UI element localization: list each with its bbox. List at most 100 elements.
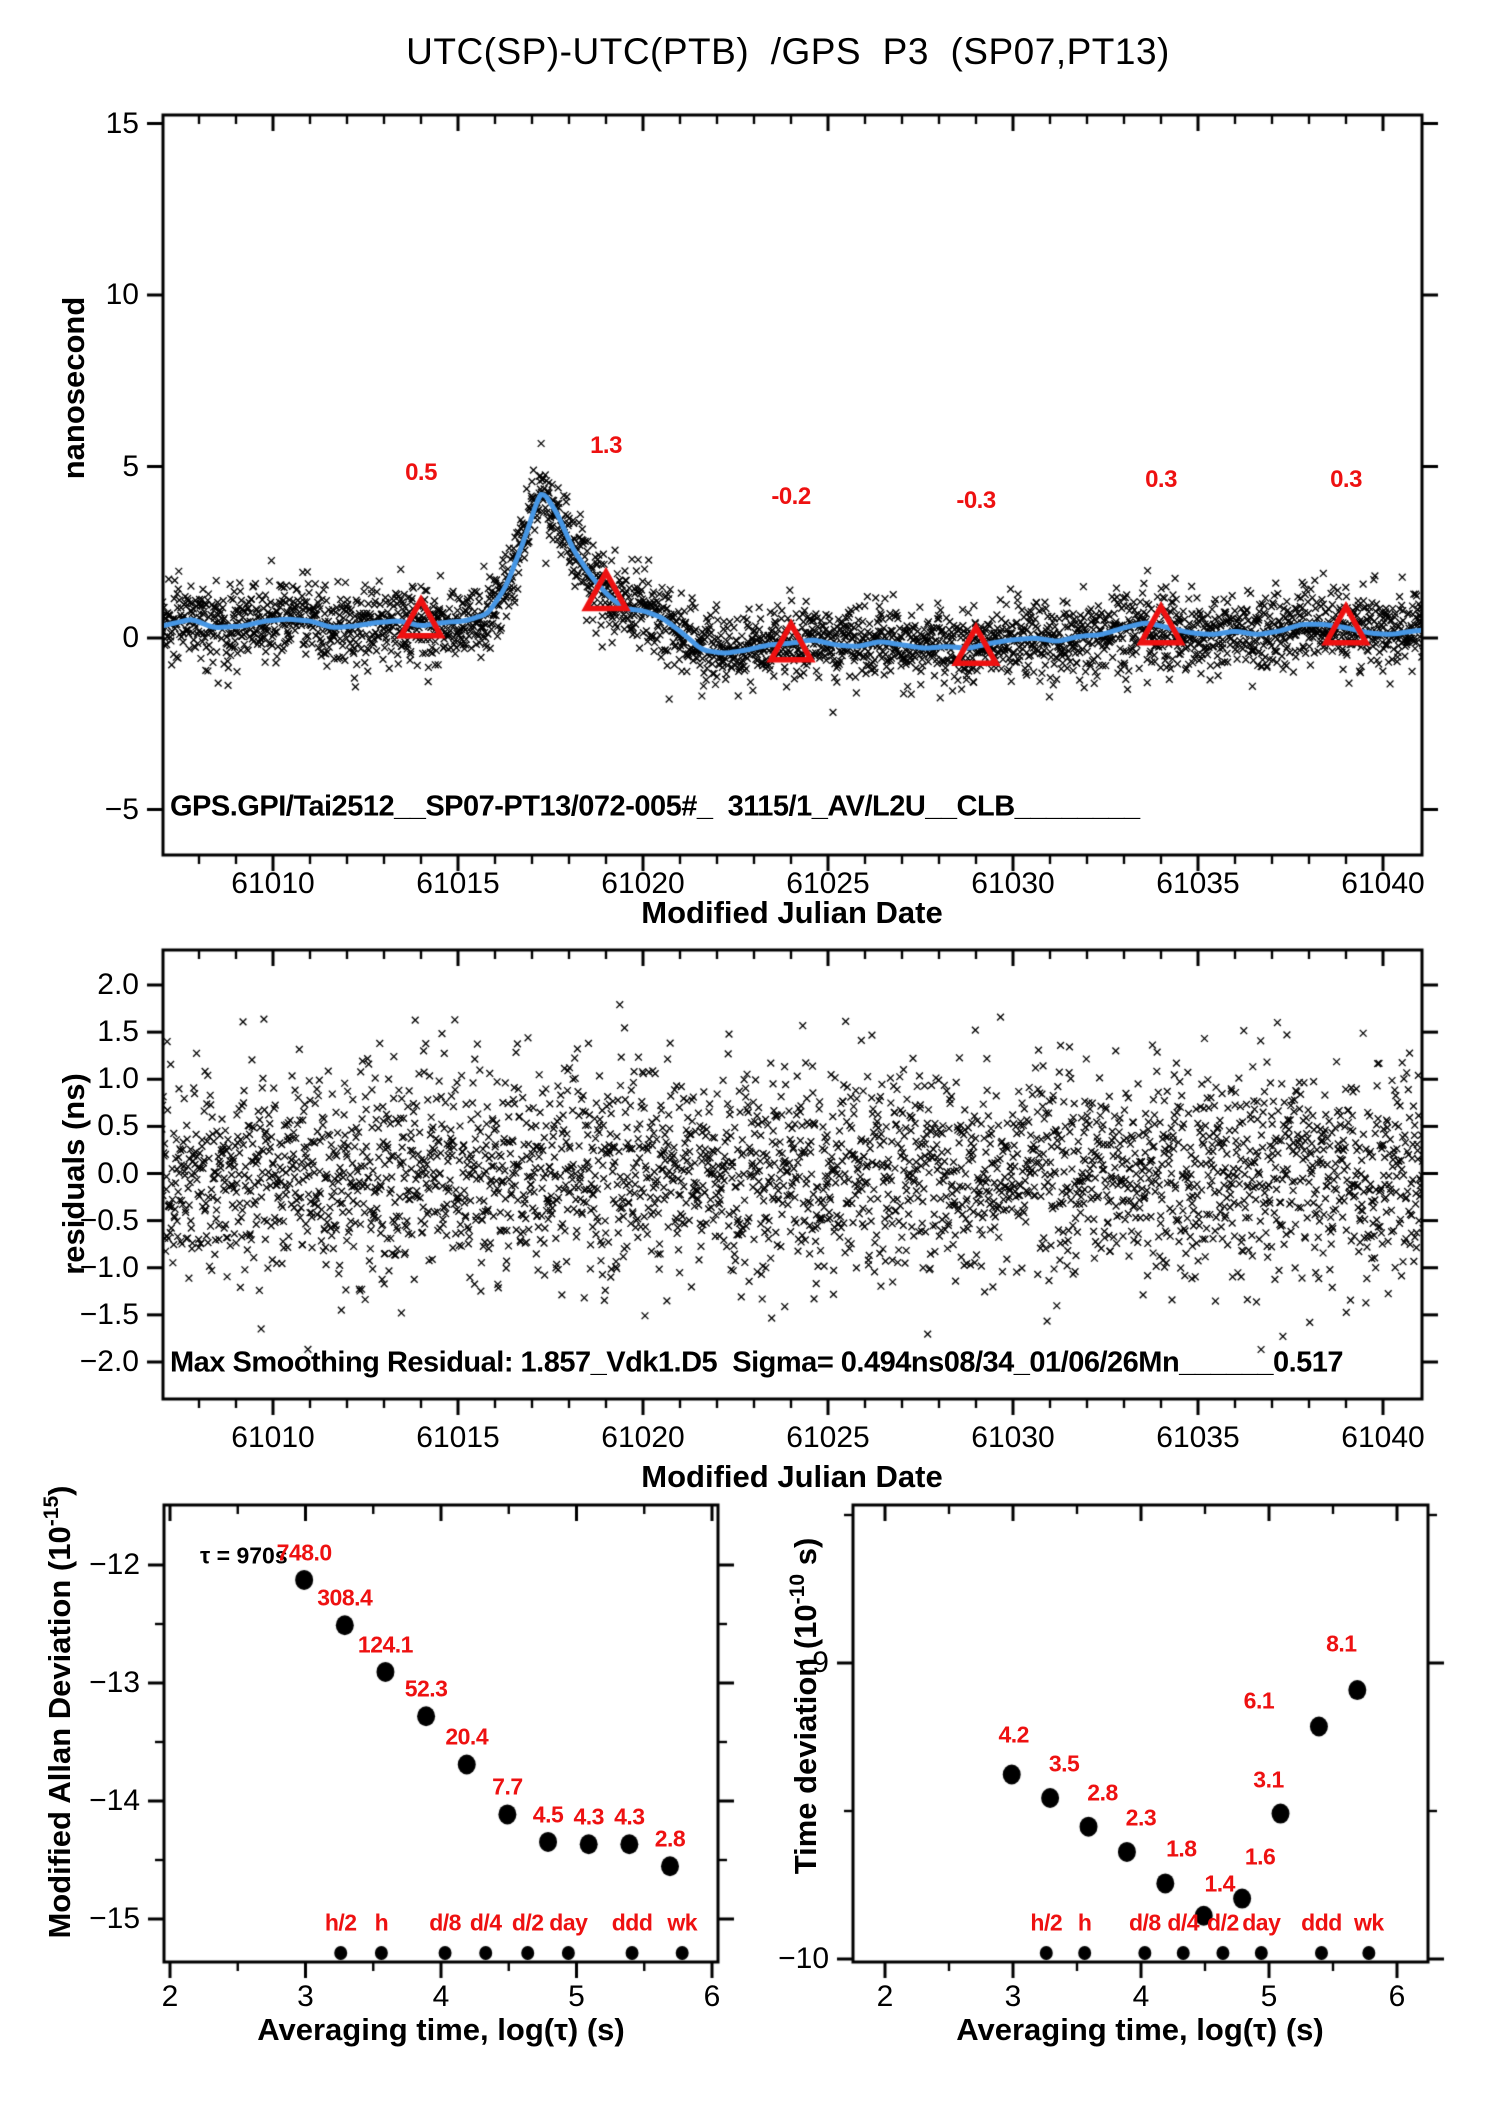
- time-scale-label: d/8: [429, 1909, 461, 1936]
- time-scale-label: wk: [1353, 1909, 1384, 1936]
- time-scale-label: d/4: [469, 1909, 502, 1936]
- tdev-value-label: 4.2: [998, 1721, 1029, 1748]
- residuals-x-tick-label: 61010: [231, 1421, 315, 1454]
- time-scale-label: d/4: [1167, 1909, 1200, 1936]
- residuals-x-tick-label: 61030: [971, 1421, 1055, 1454]
- top-y-tick-label: 0: [122, 621, 139, 654]
- residuals-x-axis-title: Modified Julian Date: [641, 1459, 943, 1494]
- tdev-y-tick-label: −9: [794, 1646, 829, 1679]
- mdev-value-label: 52.3: [404, 1675, 448, 1702]
- tdev-x-tick-label: 4: [1132, 1980, 1150, 2013]
- mdev-value-label: 124.1: [357, 1631, 414, 1658]
- top-y-tick-label: 5: [122, 449, 139, 483]
- mdev-y-axis-title: Modified Allan Deviation (10-15): [40, 1485, 78, 1939]
- residuals-panel-annotation: Max Smoothing Residual: 1.857_Vdk1.D5 Si…: [170, 1346, 1344, 1379]
- mdev-y-axis-title-base: Modified Allan Deviation (10: [42, 1526, 77, 1939]
- residuals-y-tick-label: 0.5: [97, 1109, 139, 1143]
- top-y-tick-label: 15: [105, 106, 139, 140]
- mdev-x-tick-label: 3: [297, 1980, 314, 2013]
- top-x-tick-label: 61040: [1341, 867, 1425, 900]
- top-y-tick-label: −5: [104, 792, 139, 826]
- tdev-x-tick-label: 5: [1260, 1980, 1278, 2013]
- tdev-value-label: 1.4: [1204, 1870, 1235, 1897]
- residuals-y-tick-label: 2.0: [97, 968, 139, 1001]
- mdev-y-tick-label: −12: [89, 1548, 140, 1581]
- top-panel-annotation: GPS.GPI/Tai2512__SP07-PT13/072-005#_ 311…: [170, 790, 1140, 823]
- residuals-y-tick-label: 0.0: [97, 1156, 139, 1190]
- mdev-y-axis-title-exponent: -15: [40, 1495, 64, 1527]
- tdev-value-label: 3.5: [1048, 1750, 1080, 1777]
- top-x-axis-title: Modified Julian Date: [641, 895, 943, 930]
- time-scale-label: h: [374, 1909, 389, 1936]
- triangle-value-label: 0.5: [405, 459, 437, 487]
- time-scale-label: h/2: [324, 1909, 357, 1936]
- top-x-tick-label: 61035: [1156, 867, 1240, 900]
- residuals-x-tick-label: 61015: [416, 1421, 500, 1454]
- tdev-y-tick-label: −10: [778, 1942, 829, 1975]
- time-scale-label: d/8: [1128, 1909, 1161, 1936]
- tdev-x-axis-title: Averaging time, log(τ) (s): [956, 2012, 1324, 2047]
- top-x-tick-label: 61030: [971, 867, 1055, 900]
- top-y-tick-label: 10: [105, 278, 139, 311]
- tdev-y-axis-title: Time deviation (10-10 s): [786, 1537, 824, 1875]
- tdev-value-label: 3.1: [1253, 1766, 1284, 1793]
- mdev-y-tick-label: −14: [89, 1784, 140, 1817]
- time-scale-label: d/2: [1207, 1909, 1239, 1936]
- residuals-y-tick-label: −2.0: [79, 1345, 139, 1378]
- triangle-value-label: -0.3: [956, 486, 996, 514]
- mdev-value-label: 308.4: [317, 1584, 373, 1611]
- mdev-x-tick-label: 6: [703, 1980, 721, 2013]
- tdev-y-axis-title-base: Time deviation (10: [788, 1604, 823, 1875]
- mdev-x-tick-label: 4: [432, 1980, 450, 2013]
- residuals-y-axis-title: residuals (ns): [56, 1073, 91, 1275]
- mdev-value-label: 4.3: [614, 1803, 645, 1830]
- residuals-y-tick-label: −0.5: [79, 1203, 139, 1237]
- tdev-y-axis-title-tail: s): [788, 1537, 823, 1574]
- tdev-value-label: 2.3: [1125, 1804, 1157, 1831]
- tdev-y-axis-title-exponent: -10: [786, 1573, 810, 1605]
- mdev-value-label: 4.3: [573, 1803, 604, 1830]
- mdev-y-tick-label: −15: [89, 1902, 140, 1935]
- mdev-value-label: 2.8: [654, 1825, 686, 1852]
- mdev-x-axis-title: Averaging time, log(τ) (s): [257, 2012, 625, 2047]
- time-scale-label: h: [1077, 1909, 1092, 1936]
- top-x-tick-label: 61015: [416, 867, 500, 900]
- time-scale-label: day: [1242, 1909, 1281, 1936]
- mdev-value-label: 748.0: [276, 1539, 333, 1566]
- residuals-y-tick-label: 1.5: [97, 1015, 139, 1049]
- mdev-value-label: 7.7: [492, 1773, 523, 1800]
- mdev-value-label: 20.4: [445, 1723, 489, 1750]
- triangle-value-label: 0.3: [1145, 466, 1177, 494]
- tdev-x-tick-label: 2: [876, 1980, 894, 2013]
- page-title: UTC(SP)-UTC(PTB) /GPS P3 (SP07,PT13): [406, 31, 1170, 72]
- top-x-tick-label: 61020: [601, 867, 685, 900]
- mdev-x-tick-label: 5: [568, 1980, 585, 2013]
- tdev-value-label: 2.8: [1087, 1779, 1118, 1806]
- top-y-axis-title: nanosecond: [56, 296, 91, 480]
- time-scale-label: ddd: [611, 1909, 653, 1936]
- top-x-tick-label: 61025: [786, 867, 870, 900]
- tdev-value-label: 8.1: [1326, 1630, 1357, 1657]
- mdev-y-tick-label: −13: [89, 1666, 140, 1699]
- tau-note: τ = 970s: [200, 1542, 288, 1569]
- time-scale-label: h/2: [1030, 1909, 1063, 1936]
- tdev-x-tick-label: 6: [1388, 1980, 1406, 2013]
- residuals-x-tick-label: 61040: [1341, 1421, 1425, 1454]
- time-scale-label: d/2: [511, 1909, 544, 1936]
- triangle-value-label: 1.3: [590, 431, 622, 459]
- top-x-tick-label: 61010: [231, 867, 315, 900]
- mdev-value-label: 4.5: [532, 1801, 564, 1828]
- triangle-value-label: -0.2: [771, 483, 811, 511]
- residuals-x-tick-label: 61025: [786, 1421, 870, 1454]
- tdev-x-tick-label: 3: [1004, 1980, 1022, 2013]
- mdev-y-axis-title-tail: ): [42, 1485, 77, 1496]
- time-scale-label: ddd: [1301, 1909, 1342, 1936]
- residuals-y-tick-label: −1.0: [79, 1250, 139, 1284]
- tdev-value-label: 6.1: [1243, 1687, 1275, 1714]
- tdev-value-label: 1.6: [1244, 1843, 1276, 1870]
- residuals-x-tick-label: 61035: [1156, 1421, 1240, 1454]
- triangle-value-label: 0.3: [1330, 466, 1362, 494]
- residuals-x-tick-label: 61020: [601, 1421, 685, 1454]
